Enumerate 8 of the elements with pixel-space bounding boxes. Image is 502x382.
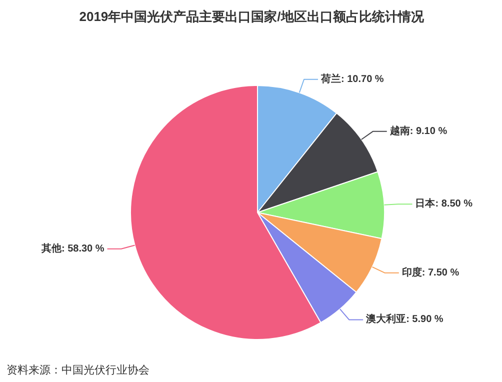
slice-label: 澳大利亚: 5.90 % (365, 313, 444, 326)
slice-label: 其他: 58.30 % (40, 242, 104, 254)
chart-title: 2019年中国光伏产品主要出口国家/地区出口额占比统计情况 (79, 9, 425, 24)
slice-label: 日本: 8.50 % (415, 198, 473, 210)
slice-label: 荷兰: 10.70 % (320, 72, 384, 85)
slice-label: 越南: 9.10 % (388, 124, 448, 137)
text: 资料来源：中国光伏行业协会 (6, 364, 150, 376)
slice-label: 印度: 7.50 % (402, 266, 460, 278)
